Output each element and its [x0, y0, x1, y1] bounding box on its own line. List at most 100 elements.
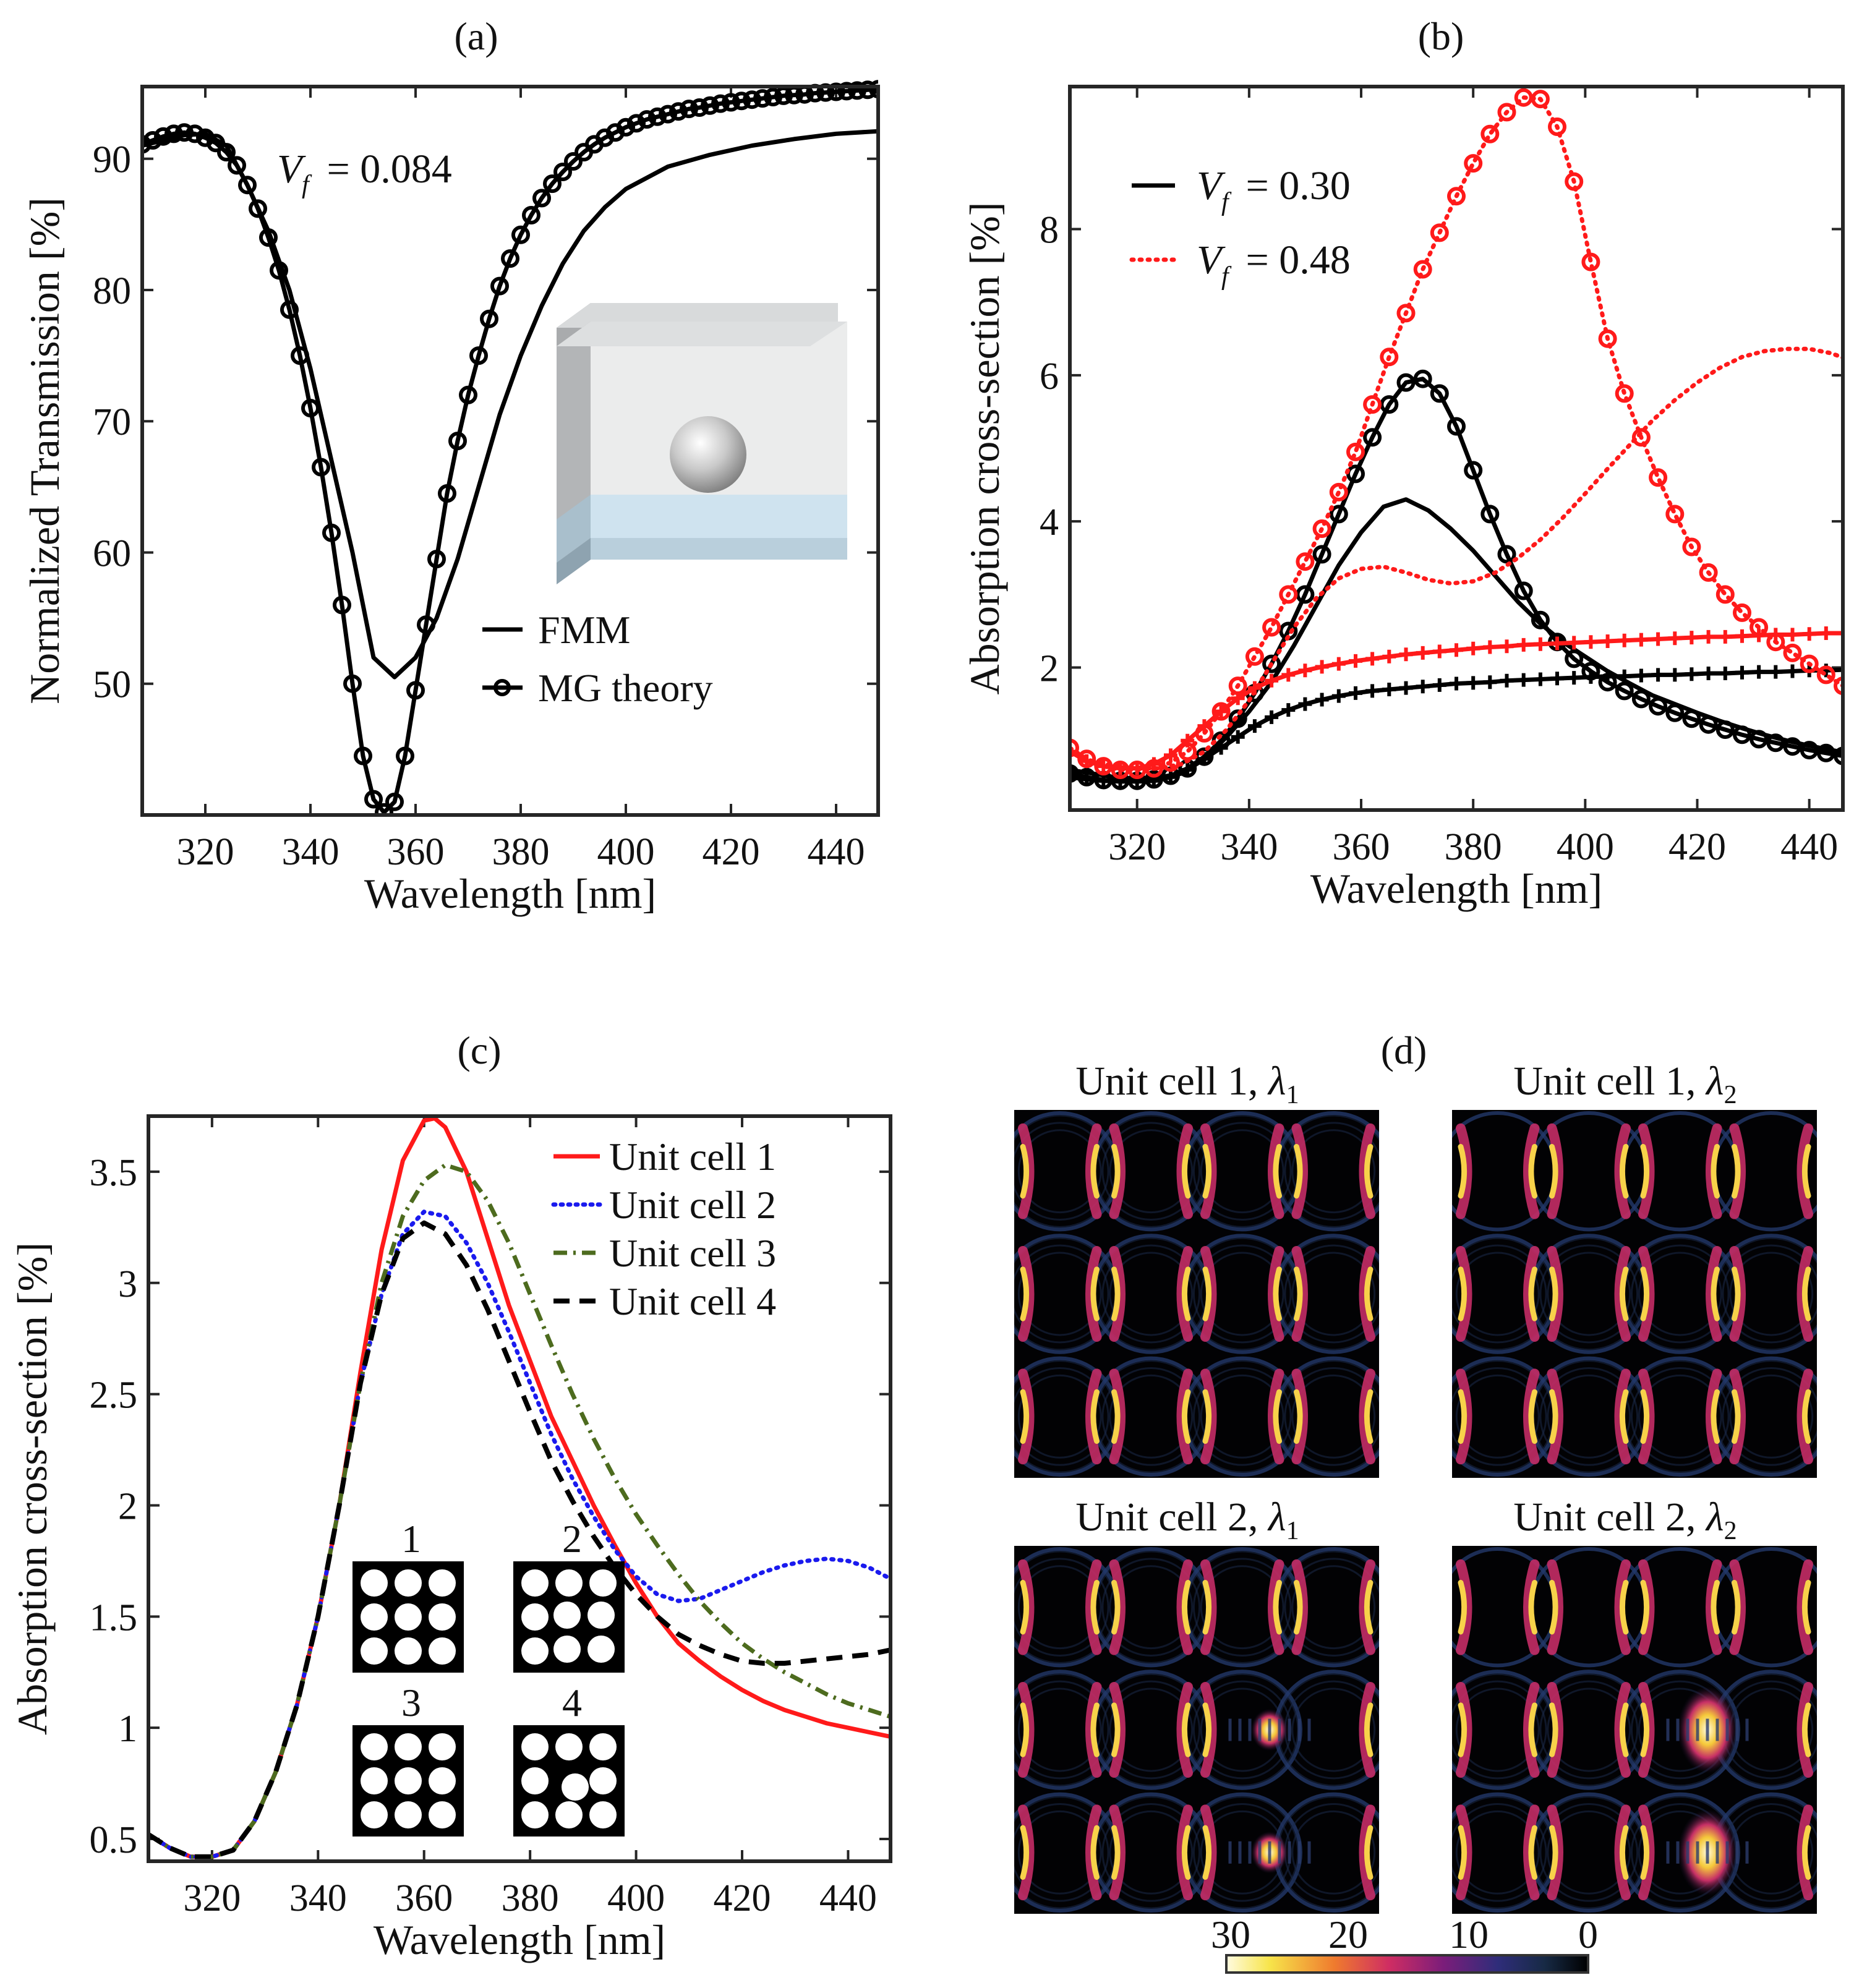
- hotspot-arc: [1638, 1682, 1655, 1778]
- hotspot-arc: [1018, 1123, 1035, 1219]
- hotspot-arc: [1638, 1123, 1655, 1219]
- data-point-marker: [680, 100, 698, 119]
- inset-particle: [429, 1603, 456, 1631]
- hotspot-arc: [1706, 1559, 1722, 1655]
- hotspot-core: [1640, 1702, 1650, 1757]
- field-heatmaps: Unit cell 1, λ1 Unit cell 1, λ2 Unit cell …: [999, 1059, 1832, 1914]
- data-point-plus-marker: [1247, 681, 1262, 695]
- x-tick-label: 360: [1333, 826, 1390, 868]
- y-tick-label: 50: [93, 664, 131, 706]
- hotspot-core: [1440, 1392, 1443, 1441]
- data-point-plus-marker: [1416, 646, 1430, 660]
- hotspot-core: [1801, 1580, 1811, 1635]
- inset-particle: [395, 1569, 422, 1597]
- hotspot-core: [1458, 1266, 1468, 1321]
- data-point-plus-marker: [1836, 663, 1843, 677]
- data-point-marker: [1363, 428, 1382, 447]
- field-ring: [1109, 1129, 1194, 1214]
- data-point-marker: [427, 550, 446, 569]
- legend-unitcell1-label: Unit cell 1: [609, 1135, 776, 1179]
- data-point-plus-marker: [1181, 733, 1195, 748]
- x-tick-label: 440: [1780, 826, 1838, 868]
- data-point-marker: [1070, 764, 1079, 783]
- hotspot-core: [1364, 1702, 1374, 1757]
- heatmap-tile: [1014, 1110, 1379, 1478]
- hotspot-arc: [1109, 1123, 1126, 1219]
- data-point-marker: [217, 143, 236, 162]
- hotspot-arc: [1388, 1687, 1395, 1773]
- field-ring: [1284, 1122, 1379, 1221]
- hotspot-core: [1528, 1266, 1537, 1321]
- hotspot-arc: [1437, 1809, 1444, 1895]
- data-point-marker: [553, 163, 572, 181]
- data-point-marker: [1615, 384, 1634, 403]
- hotspot-arc: [1826, 1373, 1832, 1459]
- data-point-plus-marker: [1516, 638, 1531, 652]
- data-point-plus-marker: [1785, 664, 1800, 678]
- data-point-marker: [1615, 681, 1634, 701]
- hotspot-arc: [1437, 1251, 1444, 1337]
- panel-a-annotation: V f = 0.084: [277, 147, 452, 199]
- panel-c-legend: Unit cell 1 Unit cell 2 Unit cell 3 Unit…: [551, 1135, 776, 1323]
- inset-particle: [589, 1767, 617, 1794]
- colorbar-tick-0: 0: [1578, 1913, 1598, 1956]
- hotspot-arc: [1200, 1682, 1217, 1778]
- hotspot-core: [1111, 1580, 1121, 1635]
- hotspot-core: [1711, 1266, 1720, 1321]
- hotspot-core: [1711, 1580, 1720, 1635]
- y-tick-label: 0.5: [90, 1819, 138, 1861]
- data-point-plus-marker: [1701, 629, 1715, 644]
- hotspot-arc: [999, 1809, 1006, 1895]
- field-ring: [1200, 1129, 1284, 1214]
- data-point-plus-marker: [1315, 693, 1329, 707]
- field-ring: [1284, 1558, 1379, 1657]
- hotspot-arc: [1109, 1559, 1126, 1655]
- data-point-plus-marker: [1096, 774, 1111, 788]
- y-tick-label: 3.5: [90, 1152, 138, 1194]
- data-point-marker: [764, 88, 782, 106]
- field-ring: [1452, 1680, 1547, 1780]
- field-ring: [1729, 1252, 1814, 1336]
- hotspot-core: [1020, 1580, 1030, 1635]
- hotspot-core: [1640, 1144, 1650, 1199]
- hotspot-arc: [1729, 1368, 1746, 1465]
- data-point-plus-marker: [1382, 683, 1396, 696]
- hotspot-arc: [1456, 1804, 1472, 1901]
- series-line-vf-0-48-dotted: [1070, 346, 1843, 771]
- data-point-plus-marker: [1600, 669, 1615, 683]
- field-ring: [1109, 1810, 1194, 1895]
- field-ring: [1539, 1367, 1639, 1466]
- inset-particle: [395, 1603, 422, 1631]
- y-tick-label: 60: [93, 532, 131, 574]
- heatmap-title: Unit cell 1, λ1: [1075, 1059, 1299, 1109]
- hotspot-core: [1619, 1702, 1629, 1757]
- field-ring: [1109, 1252, 1194, 1336]
- hotspot-arc: [1826, 1564, 1832, 1650]
- data-point-plus-marker: [1181, 763, 1195, 777]
- inset-particle: [361, 1603, 388, 1631]
- hotspot-core: [1294, 1580, 1303, 1635]
- x-tick-label: 400: [607, 1877, 665, 1919]
- hotspot-arc: [1176, 1682, 1193, 1778]
- heatmap-background: [1452, 1110, 1817, 1478]
- hotspot-arc: [1456, 1682, 1472, 1778]
- data-point-plus-marker: [1331, 689, 1346, 703]
- hotspot-core: [1440, 1583, 1443, 1632]
- y-axis-label: Absorption cross-section [%]: [961, 202, 1008, 695]
- data-point-marker: [1783, 737, 1802, 756]
- data-point-marker: [469, 346, 488, 365]
- hotspot-core: [1202, 1580, 1212, 1635]
- hotspot-core: [1528, 1389, 1537, 1444]
- hotspot-core: [1181, 1825, 1191, 1880]
- hotspot-core: [1732, 1389, 1741, 1444]
- field-ring: [1539, 1680, 1639, 1780]
- y-tick-label: 6: [1040, 356, 1059, 398]
- data-point-marker: [459, 385, 477, 404]
- x-tick-label: 420: [714, 1877, 771, 1919]
- data-point-marker: [1834, 746, 1843, 766]
- hotspot-core: [1826, 1269, 1829, 1318]
- hotspot-arc: [1018, 1804, 1035, 1901]
- data-point-plus-marker: [1836, 626, 1843, 640]
- data-point-marker: [1380, 395, 1399, 414]
- heatmap-title: Unit cell 2, λ1: [1075, 1495, 1299, 1545]
